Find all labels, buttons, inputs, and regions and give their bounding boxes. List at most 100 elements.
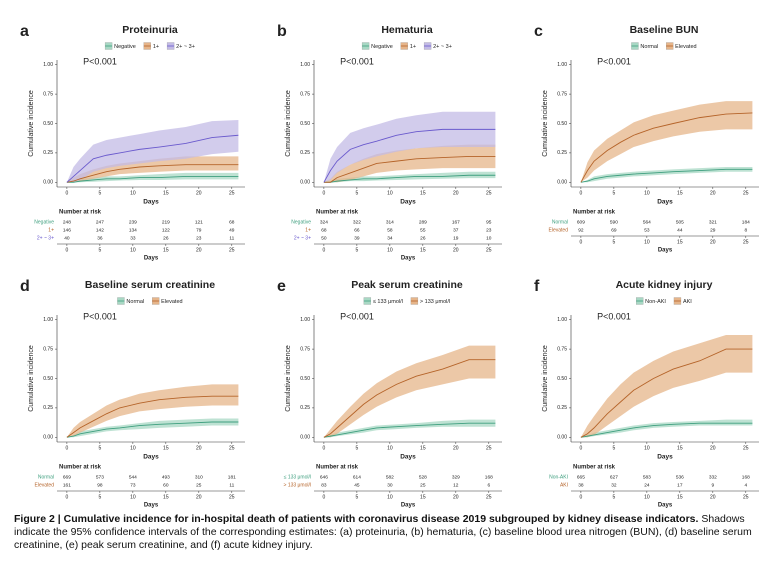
x-axis-label: Days [657,454,673,461]
p-value: P<0.001 [597,56,631,66]
risk-count: 19 [453,235,459,241]
risk-table-title: Number at risk [573,210,616,216]
p-value: P<0.001 [340,311,374,321]
incidence-line [323,422,496,438]
risk-x-tick-label: 0 [66,494,69,500]
risk-row-label: AKI [560,482,568,488]
y-tick-label: 0.25 [43,150,53,156]
risk-count: 669 [63,474,71,480]
risk-count: 627 [610,474,618,480]
x-tick-label: 15 [163,445,169,451]
risk-count: 324 [320,219,328,225]
risk-count: 609 [577,219,585,225]
legend-label: Negative [114,44,136,50]
risk-x-tick-label: 0 [66,247,69,253]
x-tick-label: 10 [644,445,650,451]
x-tick-label: 15 [420,190,426,196]
risk-table-title: Number at risk [59,465,102,471]
risk-row-label: Negative [291,219,311,225]
risk-x-label: Days [658,248,673,254]
risk-count: 321 [709,219,717,225]
risk-x-tick-label: 5 [98,494,101,500]
risk-x-tick-label: 15 [677,239,683,245]
risk-x-tick-label: 10 [130,247,136,253]
x-tick-label: 15 [677,190,683,196]
p-value: P<0.001 [340,56,374,66]
risk-table-title: Number at risk [316,210,359,216]
risk-row-label: Non-AKI [549,474,568,480]
risk-x-tick-label: 15 [420,247,426,253]
risk-x-tick-label: 25 [743,239,749,245]
x-tick-label: 10 [130,190,136,196]
panel: f Acute kidney injury Non-AKI AKI P<0.001 0.0… [534,278,759,509]
panel: e Peak serum creatinine ≤ 133 μmol/l > 133 … [277,278,502,509]
ci-band [323,345,496,438]
risk-count: 8 [744,227,747,233]
risk-count: 505 [676,219,684,225]
risk-count: 44 [677,227,683,233]
incidence-line [66,175,239,183]
panel-letter: f [534,278,540,295]
x-tick-label: 10 [387,190,393,196]
x-axis-label: Days [400,199,416,206]
risk-count: 289 [419,219,427,225]
incidence-line [580,422,753,438]
x-tick-label: 5 [355,445,358,451]
risk-count: 665 [577,474,585,480]
risk-count: 92 [578,227,584,233]
risk-count: 26 [163,235,169,241]
x-axis-label: Days [657,199,673,206]
legend-label: Normal [640,44,658,50]
legend-label: ≤ 133 μmol/l [373,299,403,305]
risk-row-label: Elevated [549,227,569,233]
y-tick-label: 0.50 [557,121,567,127]
y-tick-label: 1.00 [43,317,53,323]
y-tick-label: 0.75 [557,346,567,352]
risk-count: 239 [129,219,137,225]
risk-count: 583 [643,474,651,480]
incidence-line [323,174,496,183]
risk-count: 36 [97,235,103,241]
risk-x-tick-label: 15 [420,494,426,500]
legend-label: 1+ [410,44,416,50]
incidence-line [66,395,239,438]
risk-count: 23 [196,235,202,241]
ci-band [323,144,496,183]
risk-count: 528 [419,474,427,480]
risk-count: 11 [229,235,234,241]
risk-count: 322 [353,219,361,225]
risk-count: 49 [229,227,235,233]
risk-x-tick-label: 10 [387,494,393,500]
risk-x-tick-label: 25 [743,494,749,500]
risk-count: 34 [387,235,393,241]
risk-count: 590 [610,219,618,225]
panel-letter: c [534,23,543,40]
risk-count: 161 [63,482,71,488]
ci-band [580,167,753,183]
y-tick-label: 0.75 [43,346,53,352]
x-tick-label: 0 [66,190,69,196]
incidence-line [323,128,496,183]
risk-row-label: 1+ [305,227,311,233]
risk-x-tick-label: 10 [644,239,650,245]
panel: c Baseline BUN Normal Elevated P<0.001 0.00 0.… [534,23,759,254]
legend-label: Elevated [161,299,182,305]
incidence-line [580,168,753,183]
x-tick-label: 15 [677,445,683,451]
y-axis-label: Cumulative incidence [542,90,549,157]
risk-x-tick-label: 5 [98,247,101,253]
risk-count: 564 [643,219,651,225]
x-tick-label: 20 [710,445,716,451]
y-tick-label: 0.00 [300,435,310,441]
panel-letter: a [20,23,29,40]
y-tick-label: 0.25 [557,405,567,411]
risk-row-label: Elevated [35,482,55,488]
ci-band [580,419,753,438]
risk-count: 33 [130,235,136,241]
risk-count: 50 [321,235,327,241]
risk-count: 69 [611,227,617,233]
risk-x-label: Days [401,256,416,262]
legend: Negative 1+ 2+ ~ 3+ [104,42,195,50]
y-tick-label: 0.50 [557,376,567,382]
